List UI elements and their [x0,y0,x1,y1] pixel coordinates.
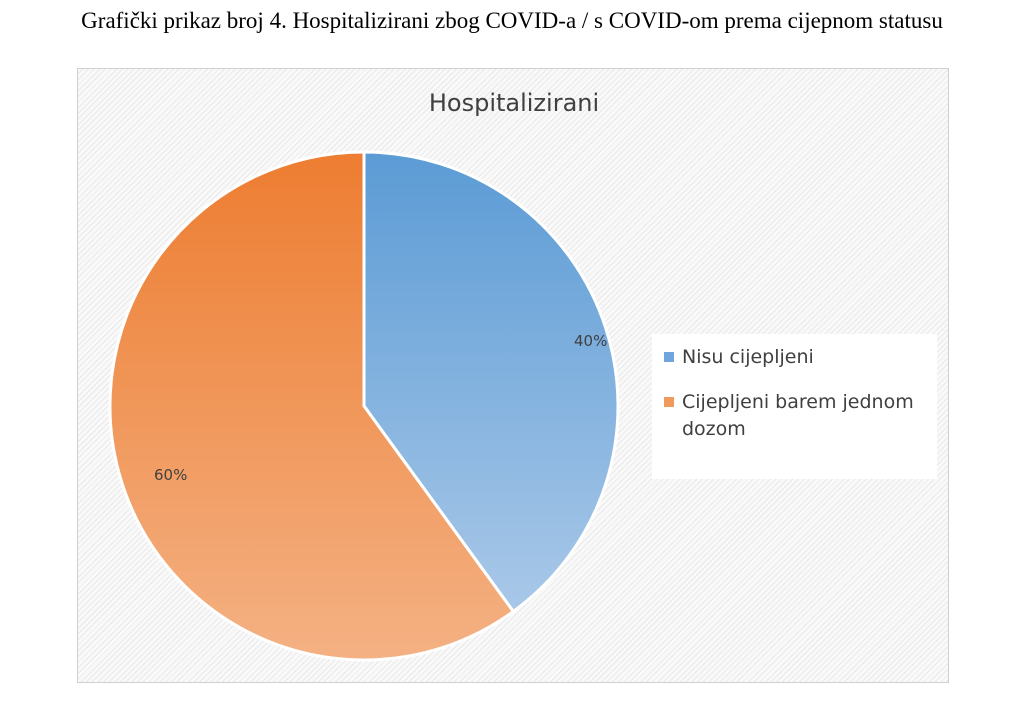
chart-area: Hospitalizirani 40% 60% Nisu cijepljeni C… [77,68,949,683]
pie-slice-vaccinated [108,150,516,662]
pie-chart: 40% 60% [108,150,620,662]
legend-swatch-vaccinated [664,397,674,407]
pie-slice-unvaccinated [362,150,620,614]
chart-legend: Nisu cijepljeni Cijepljeni barem jednom … [652,334,937,479]
pie-label-unvaccinated: 40% [574,332,607,350]
figure-caption: Grafički prikaz broj 4. Hospitalizirani … [81,8,943,33]
pie-label-vaccinated: 60% [154,466,187,484]
legend-swatch-unvaccinated [664,352,674,362]
legend-label-unvaccinated: Nisu cijepljeni [682,346,814,368]
legend-label-vaccinated: Cijepljeni barem jednom dozom [682,391,914,440]
legend-item-unvaccinated: Nisu cijepljeni [664,344,929,371]
chart-title: Hospitalizirani [428,89,600,117]
legend-item-vaccinated: Cijepljeni barem jednom dozom [664,389,929,443]
